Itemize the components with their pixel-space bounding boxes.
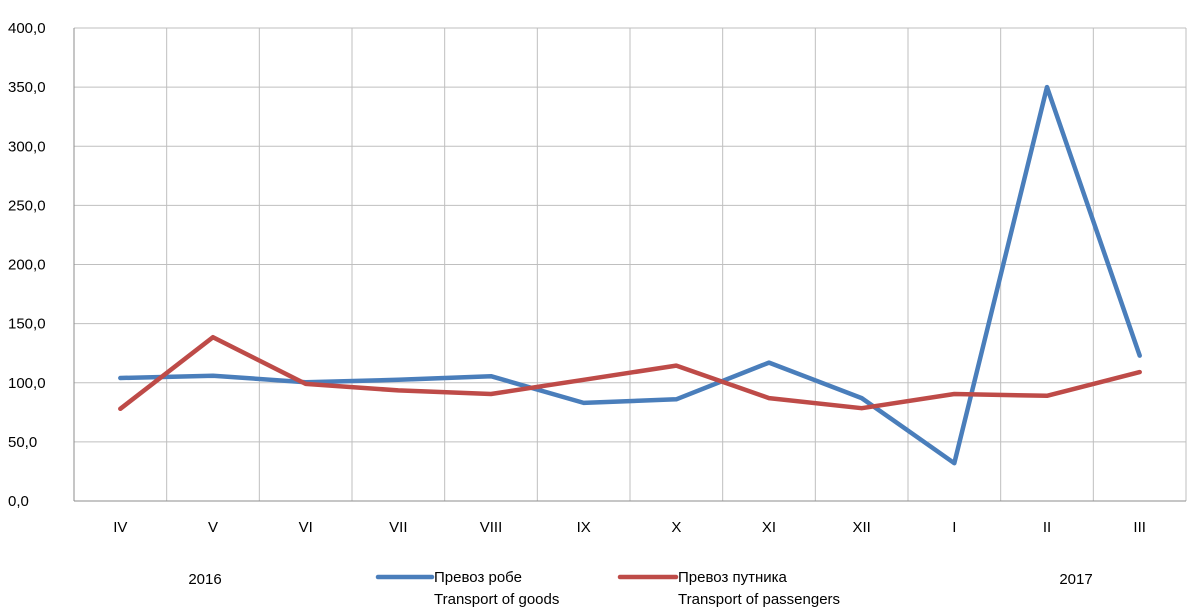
series-line-2	[118, 334, 1142, 412]
y-tick-label: 350,0	[8, 79, 46, 96]
grid	[74, 27, 1187, 501]
y-tick-label: 50,0	[8, 434, 37, 451]
y-tick-label: 0,0	[8, 493, 29, 510]
legend-label-en-1: Transport of goods	[434, 591, 559, 608]
tick-labels: 0,0 50,0 100,0 150,0 200,0 250,0 300,0 350,0 400…	[8, 20, 1146, 588]
legend-label-en-2: Transport of passengers	[678, 591, 840, 608]
x-tick-label: IX	[577, 519, 591, 536]
x-tick-label: VI	[299, 519, 313, 536]
x-tick-label: III	[1133, 519, 1146, 536]
axes	[73, 28, 1186, 502]
series-line-1	[118, 84, 1142, 466]
x-tick-label: II	[1043, 519, 1051, 536]
y-tick-label: 250,0	[8, 197, 46, 214]
series-lines	[118, 84, 1142, 466]
x-tick-label: V	[208, 519, 218, 536]
x-tick-label: VII	[389, 519, 407, 536]
legend: Превоз робе Transport of goods Превоз путн…	[375, 569, 840, 608]
year-label-2017: 2017	[1059, 571, 1092, 588]
x-tick-label: I	[952, 519, 956, 536]
x-tick-label: XII	[852, 519, 870, 536]
x-tick-label: X	[671, 519, 681, 536]
y-tick-label: 150,0	[8, 316, 46, 333]
y-tick-label: 100,0	[8, 375, 46, 392]
x-tick-label: VIII	[480, 519, 503, 536]
y-tick-label: 300,0	[8, 138, 46, 155]
legend-label-2: Превоз путника	[678, 569, 788, 586]
x-tick-label: IV	[113, 519, 127, 536]
year-label-2016: 2016	[188, 571, 221, 588]
x-tick-label: XI	[762, 519, 776, 536]
y-tick-label: 400,0	[8, 20, 46, 37]
y-tick-label: 200,0	[8, 257, 46, 274]
legend-label-1: Превоз робе	[434, 569, 522, 586]
